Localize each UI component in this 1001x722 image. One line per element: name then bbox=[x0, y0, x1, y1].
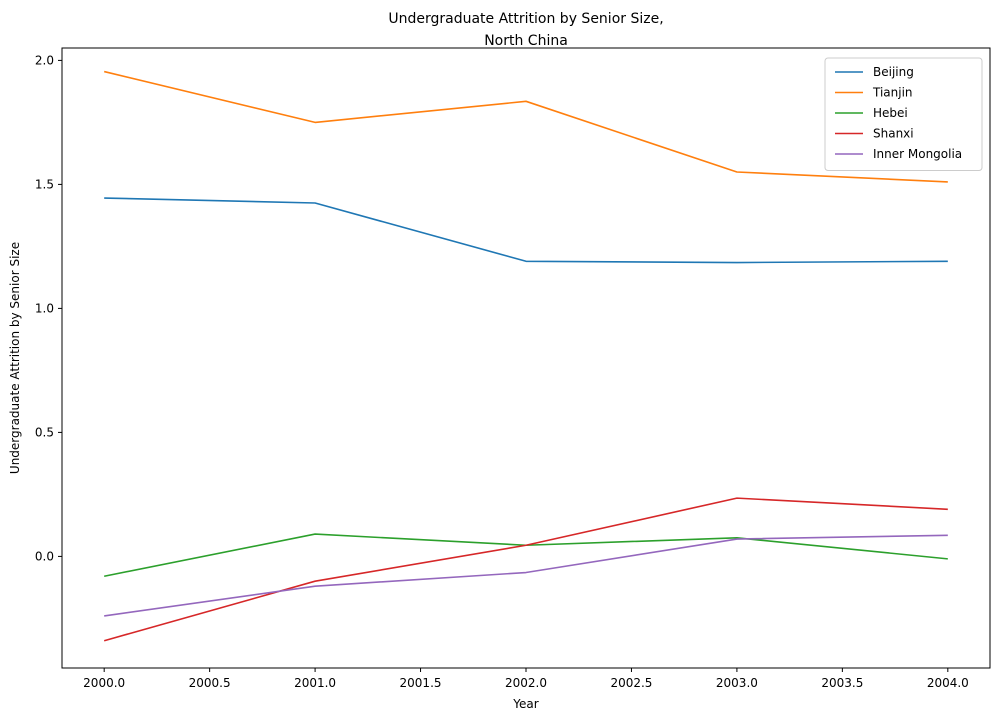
series-line-inner-mongolia bbox=[104, 534, 948, 617]
x-tick-label: 2004.0 bbox=[927, 676, 969, 690]
x-axis-title: Year bbox=[512, 697, 538, 711]
y-tick-label: 0.0 bbox=[35, 549, 54, 563]
y-tick-label: 2.0 bbox=[35, 53, 54, 67]
legend-label: Hebei bbox=[873, 106, 908, 120]
series-line-beijing bbox=[104, 197, 948, 264]
x-tick-label: 2003.0 bbox=[716, 676, 758, 690]
legend-box bbox=[824, 57, 983, 171]
y-tick-label: 1.5 bbox=[35, 177, 54, 191]
x-tick-label: 2002.0 bbox=[505, 676, 547, 690]
x-tick-label: 2000.5 bbox=[189, 676, 231, 690]
x-tick-label: 2001.0 bbox=[294, 676, 336, 690]
legend-label: Beijing bbox=[873, 65, 914, 79]
chart-title-line-2: North China bbox=[484, 33, 568, 49]
axes-frame bbox=[61, 47, 991, 669]
y-tick-label: 0.5 bbox=[35, 425, 54, 439]
chart-title-line-1: Undergraduate Attrition by Senior Size, bbox=[388, 11, 663, 27]
legend-label: Shanxi bbox=[873, 127, 914, 141]
series-line-shanxi bbox=[103, 497, 948, 642]
plot-area: 2000.0 2000.5 2001.0 2001.5 2002.0 2002.5 2003… bbox=[35, 53, 969, 690]
x-tick-label: 2001.5 bbox=[400, 676, 442, 690]
y-axis-title: Undergraduate Attrition by Senior Size bbox=[8, 242, 22, 474]
x-tick-label: 2003.5 bbox=[821, 676, 863, 690]
y-tick-label: 1.0 bbox=[35, 301, 54, 315]
legend: Beijing Tianjin Hebei Shanxi Inner Mongolia bbox=[824, 57, 983, 171]
x-tick-label: 2000.0 bbox=[83, 676, 125, 690]
legend-label: Inner Mongolia bbox=[873, 147, 962, 161]
legend-label: Tianjin bbox=[872, 86, 913, 100]
x-tick-label: 2002.5 bbox=[610, 676, 652, 690]
series-line-tianjin bbox=[103, 70, 948, 183]
